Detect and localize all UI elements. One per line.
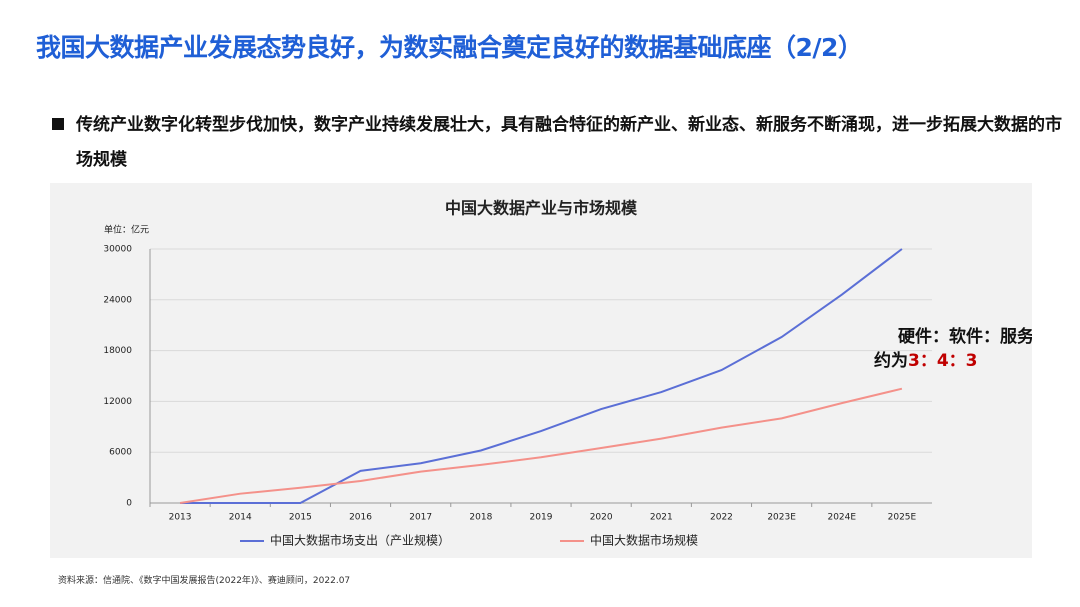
y-tick-label: 24000 [103,295,132,305]
chart-title: 中国大数据产业与市场规模 [445,199,638,218]
y-tick-label: 12000 [103,397,132,407]
x-tick-label: 2014 [229,513,252,523]
annotation-ratio: 3：4：3 [908,351,978,371]
x-tick-label: 2022 [710,513,733,523]
x-tick-label: 2023E [767,513,796,523]
legend-label: 中国大数据市场规模 [590,533,698,548]
annotation: 约为3：4：3 [874,350,978,371]
line-series [179,387,903,504]
page-title: 我国大数据产业发展态势良好，为数实融合奠定良好的数据基础底座（2/2） [36,33,863,62]
x-tick-label: 2018 [469,513,492,523]
x-tick-label: 2013 [169,513,192,523]
y-tick-label: 0 [126,499,132,509]
x-tick-label: 2017 [409,513,432,523]
source-note: 资料来源：信通院、《数字中国发展报告(2022年)》、赛迪顾问，2022.07 [58,576,351,586]
x-tick-label: 2016 [349,513,372,523]
x-tick-label: 2025E [888,513,917,523]
x-tick-label: 2020 [590,513,613,523]
annotation-text: 约为 [874,350,908,371]
x-tick-label: 2015 [289,513,312,523]
legend-label: 中国大数据市场支出（产业规模） [270,533,450,548]
y-unit-label: 单位：亿元 [104,224,149,236]
bullet-text: 传统产业数字化转型步伐加快，数字产业持续发展壮大，具有融合特征的新产业、新业态、… [76,115,1062,170]
chart: 中国大数据产业与市场规模 单位：亿元 硬件：软件：服务 约为3：4：3 0 600… [50,183,1032,558]
chart-background [50,183,1032,558]
line-series [180,248,903,504]
annotation: 硬件：软件：服务 [898,326,1032,347]
x-tick-label: 2021 [650,513,673,523]
y-tick-label: 30000 [103,245,132,255]
bullet-icon [52,118,64,130]
y-tick-label: 18000 [103,346,132,356]
y-tick-label: 6000 [109,448,132,458]
x-tick-label: 2019 [530,513,553,523]
x-tick-label: 2024E [827,513,856,523]
